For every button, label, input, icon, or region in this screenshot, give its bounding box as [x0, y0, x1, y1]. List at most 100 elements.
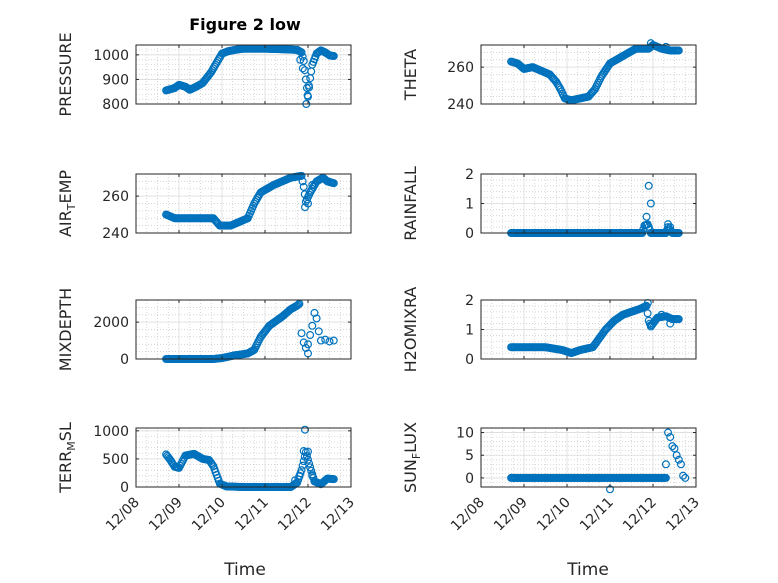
data-point: [642, 212, 651, 221]
data-point: [307, 466, 316, 475]
y-tick-label: 240: [447, 97, 474, 113]
data-point: [304, 455, 313, 464]
y-axis-label: THETA: [401, 49, 420, 101]
data-point: [670, 444, 679, 453]
data-point: [644, 181, 653, 190]
x-tick-label: 12/08: [448, 495, 488, 535]
y-tick-label: 1: [465, 323, 474, 339]
data-point: [303, 91, 312, 100]
data-point: [674, 315, 683, 324]
series-air-temp: [162, 171, 338, 230]
y-axis-label: SUNFLUX: [401, 422, 423, 493]
data-point: [679, 471, 688, 480]
y-axis-label: RAINFALL: [401, 166, 420, 241]
data-point: [657, 310, 666, 319]
data-point: [329, 52, 338, 61]
data-point: [304, 340, 313, 349]
y-tick-label: 0: [465, 226, 474, 242]
data-point: [304, 199, 313, 208]
subplot-rainfall: 0 1 2 RAINFALL: [401, 166, 697, 242]
y-axis-label: AIRTEMP: [56, 170, 78, 237]
x-tick-label: 12/08: [103, 495, 143, 535]
x-tick-label: 12/10: [189, 495, 229, 535]
x-tick-label: 12/09: [491, 495, 531, 535]
series-theta: [507, 39, 683, 105]
data-point: [325, 337, 334, 346]
data-point: [300, 425, 309, 434]
data-point: [307, 67, 316, 76]
subplot-theta: 240 260 THETA: [401, 39, 697, 113]
y-tick-label: 1: [465, 197, 474, 213]
y-tick-label: 0: [120, 352, 129, 368]
data-point: [306, 463, 315, 472]
data-point: [298, 461, 307, 470]
data-point: [308, 181, 317, 190]
series-pressure: [162, 44, 338, 108]
data-point: [299, 447, 308, 456]
x-axis-label-right: Time: [566, 560, 609, 580]
data-point: [674, 455, 683, 464]
subplot-h2omixra: 0 1 2 H2OMIXRA: [401, 287, 697, 373]
subplot-terr-msl: 0 500 1000 TERRMSL 12/08 12/09 12/10 12/11 12/12…: [56, 422, 358, 534]
axes-box: [135, 299, 352, 360]
x-tick-label: 12/13: [318, 495, 358, 535]
data-point: [208, 460, 217, 469]
data-point: [297, 48, 306, 57]
y-tick-label: 2000: [93, 315, 129, 331]
figure-title: Figure 2 low: [189, 15, 301, 34]
axes-box: [480, 44, 697, 105]
data-point: [316, 336, 325, 345]
y-tick-label: 900: [102, 72, 129, 88]
data-point: [306, 331, 315, 340]
y-tick-label: 0: [120, 480, 129, 496]
data-point: [661, 473, 670, 482]
y-tick-label: 1000: [93, 424, 129, 440]
series-rainfall: [507, 181, 683, 238]
data-point: [304, 81, 313, 90]
y-axis-label: TERRMSL: [56, 422, 78, 494]
x-tick-label: 12/10: [534, 495, 574, 535]
data-point: [666, 433, 675, 442]
data-point: [308, 471, 317, 480]
y-tick-label: 0: [465, 352, 474, 368]
y-tick-label: 2: [465, 293, 474, 309]
data-point: [674, 46, 683, 55]
subplot-sun-flux: 0 5 10 SUNFLUX 12/08 12/09 12/10 12/11 12/12 12/1…: [401, 422, 703, 534]
data-point: [297, 171, 306, 180]
data-point: [297, 329, 306, 338]
subplot-air-temp: 240 260 AIRTEMP: [56, 170, 352, 242]
series-sun-flux: [507, 428, 690, 494]
data-point: [329, 475, 338, 484]
y-tick-label: 1000: [93, 48, 129, 64]
data-point: [661, 42, 670, 51]
y-tick-label: 5: [465, 448, 474, 464]
data-point: [291, 476, 300, 485]
axes-box: [480, 427, 697, 488]
grid: [480, 173, 697, 234]
data-point: [296, 55, 305, 64]
data-point: [664, 428, 673, 437]
data-point: [293, 301, 302, 310]
y-axis-label: PRESSURE: [56, 32, 75, 116]
y-tick-label: 800: [102, 97, 129, 113]
data-point: [300, 66, 309, 75]
x-tick-label: 12/13: [663, 495, 703, 535]
axes-box: [135, 44, 352, 105]
data-point: [666, 319, 675, 328]
data-point: [668, 442, 677, 451]
data-point: [646, 321, 655, 330]
x-tick-label: 12/12: [620, 495, 660, 535]
data-point: [643, 309, 652, 318]
subplot-mixdepth: 0 2000 MIXDEPTH: [56, 288, 352, 371]
data-point: [646, 39, 655, 48]
y-axis-label: MIXDEPTH: [56, 288, 75, 371]
x-tick-label: 12/12: [275, 495, 315, 535]
y-axis-label: H2OMIXRA: [401, 287, 420, 373]
y-tick-label: 2: [465, 167, 474, 183]
data-point: [661, 460, 670, 469]
data-point: [314, 327, 323, 336]
x-tick-label: 12/09: [146, 495, 186, 535]
data-point: [666, 223, 675, 232]
data-point: [298, 177, 307, 186]
